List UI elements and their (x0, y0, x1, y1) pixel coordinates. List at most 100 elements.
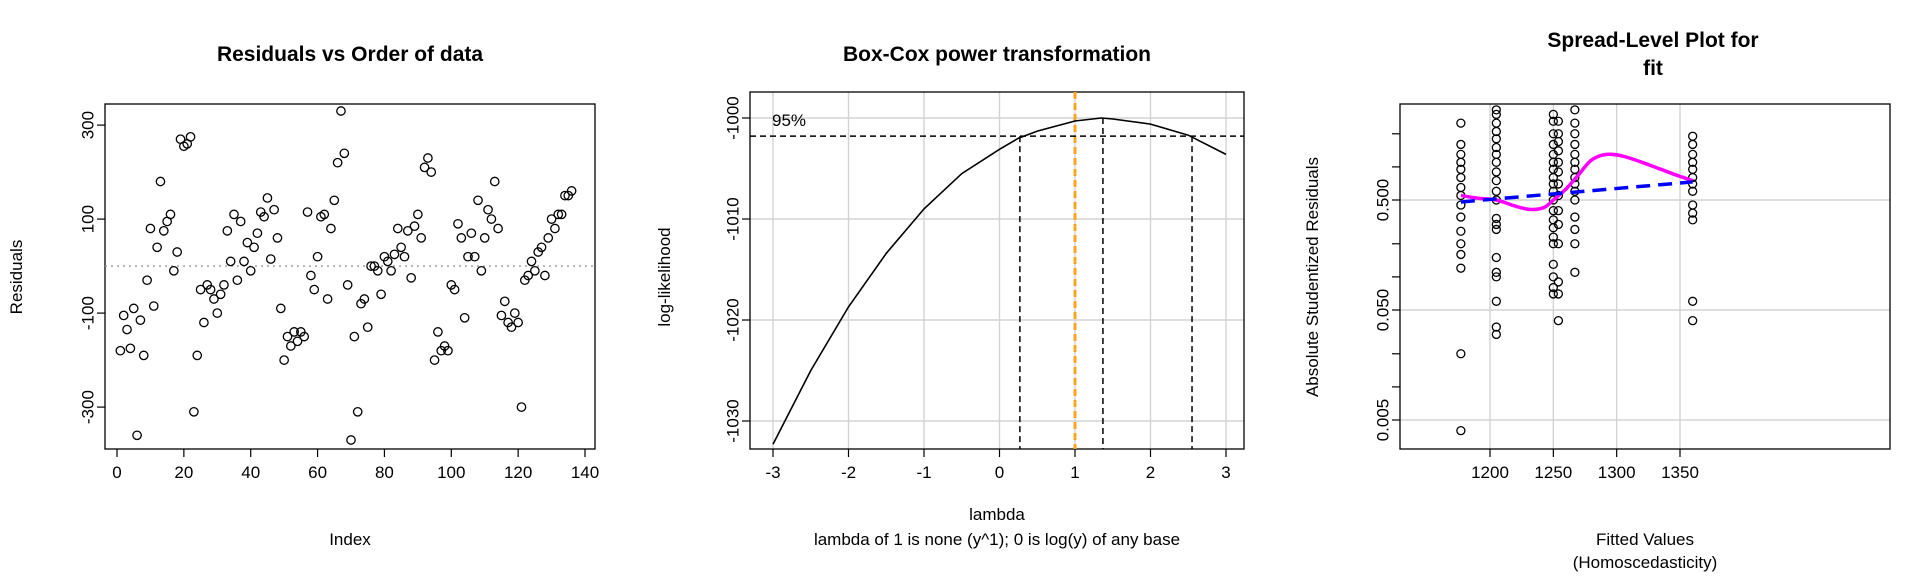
residual-point (523, 270, 534, 281)
spread-point (1491, 105, 1501, 115)
spread-y-axis: 0.005 0.050 0.500 (1373, 133, 1400, 441)
spread-point (1548, 259, 1558, 270)
residual-point (352, 406, 363, 417)
residual-point (225, 256, 236, 267)
spread-point (1491, 186, 1501, 196)
spread-point (1548, 289, 1558, 299)
spread-point (1491, 296, 1501, 306)
residual-point (516, 402, 527, 412)
residual-point (185, 132, 196, 142)
spread-point (1491, 142, 1501, 153)
order-title: Residuals vs Order of data (217, 43, 483, 66)
spread-point (1491, 157, 1501, 167)
residual-point (326, 223, 336, 234)
spread-point (1548, 129, 1558, 139)
spread-lowess-curve (1460, 152, 1694, 212)
spread-point (1456, 139, 1466, 150)
residual-point (509, 308, 520, 318)
residual-point (426, 167, 437, 177)
spread-point (1491, 149, 1501, 160)
boxcox-likelihood-curve (772, 117, 1227, 445)
residual-point (556, 209, 567, 220)
spread-point (1688, 139, 1698, 150)
residual-point (215, 289, 226, 300)
residual-point (526, 256, 537, 267)
residual-point (239, 256, 249, 267)
residual-point (389, 249, 400, 260)
spread-point (1553, 206, 1564, 216)
spread-point (1491, 322, 1501, 332)
residual-point (376, 289, 386, 300)
residual-point (132, 430, 142, 441)
spread-point (1688, 215, 1698, 225)
residual-point (396, 242, 406, 253)
spread-panel: Spread-Level Plot for fit 1200 1250 1300 13… (1303, 29, 1891, 572)
spread-point (1553, 116, 1564, 126)
order-points (115, 106, 577, 445)
spread-point (1456, 149, 1466, 160)
y-tick-label: -1000 (723, 96, 742, 139)
spread-point (1548, 116, 1558, 126)
spread-grid (1400, 104, 1890, 449)
x-tick-label: 40 (241, 463, 260, 482)
order-y-label: Residuals (7, 240, 26, 315)
residual-point (158, 226, 169, 236)
y-tick-label: -1010 (723, 197, 742, 240)
residual-point (443, 345, 453, 356)
residual-point (289, 327, 300, 337)
spread-point (1491, 213, 1501, 224)
spread-point (1456, 249, 1466, 260)
residual-point (285, 341, 296, 351)
x-tick-label: -1 (916, 463, 931, 482)
spread-point (1548, 215, 1558, 225)
spread-point (1456, 349, 1466, 359)
residual-point (449, 284, 460, 295)
boxcox-grid (750, 92, 1244, 449)
spread-point (1553, 239, 1564, 249)
x-tick-label: 0 (112, 463, 121, 482)
residual-point (530, 265, 540, 276)
spread-point (1688, 296, 1698, 306)
boxcox-x-label: lambda (969, 505, 1025, 524)
spread-point (1570, 105, 1580, 115)
residual-point (416, 233, 427, 243)
residual-point (259, 211, 269, 222)
residual-point (513, 317, 523, 328)
residual-point (242, 237, 253, 248)
residual-point (486, 214, 497, 224)
spread-point (1570, 149, 1580, 160)
residual-point (262, 193, 273, 203)
residual-point (423, 153, 433, 163)
residual-point (229, 209, 239, 220)
spread-point (1491, 224, 1501, 235)
spread-point (1491, 109, 1501, 120)
spread-point (1570, 267, 1580, 277)
residual-point (205, 284, 216, 295)
residual-point (269, 204, 279, 215)
residual-point (245, 265, 256, 276)
residual-point (536, 242, 547, 253)
residual-point (168, 265, 179, 276)
x-tick-label: 1300 (1598, 463, 1636, 482)
residual-point (125, 343, 136, 354)
residual-point (392, 223, 403, 234)
order-plot-frame (104, 103, 596, 450)
boxcox-x-axis: -3 -2 -1 0 1 2 3 (765, 449, 1231, 482)
spread-point (1570, 195, 1580, 205)
residual-point (466, 228, 477, 239)
spread-point (1570, 118, 1580, 128)
residual-point (265, 254, 276, 264)
x-tick-label: 1 (1070, 463, 1079, 482)
x-tick-label: 1250 (1534, 463, 1572, 482)
spread-point (1548, 206, 1558, 216)
spread-point (1548, 282, 1558, 293)
boxcox-y-label: log-likelihood (655, 227, 674, 326)
order-x-label: Index (329, 530, 371, 549)
residual-point (279, 355, 289, 365)
spread-points (1456, 105, 1698, 436)
residual-point (195, 284, 206, 295)
residual-point (550, 223, 560, 234)
residual-point (322, 294, 333, 304)
spread-title-line2: fit (1643, 57, 1663, 80)
spread-point (1553, 129, 1564, 139)
